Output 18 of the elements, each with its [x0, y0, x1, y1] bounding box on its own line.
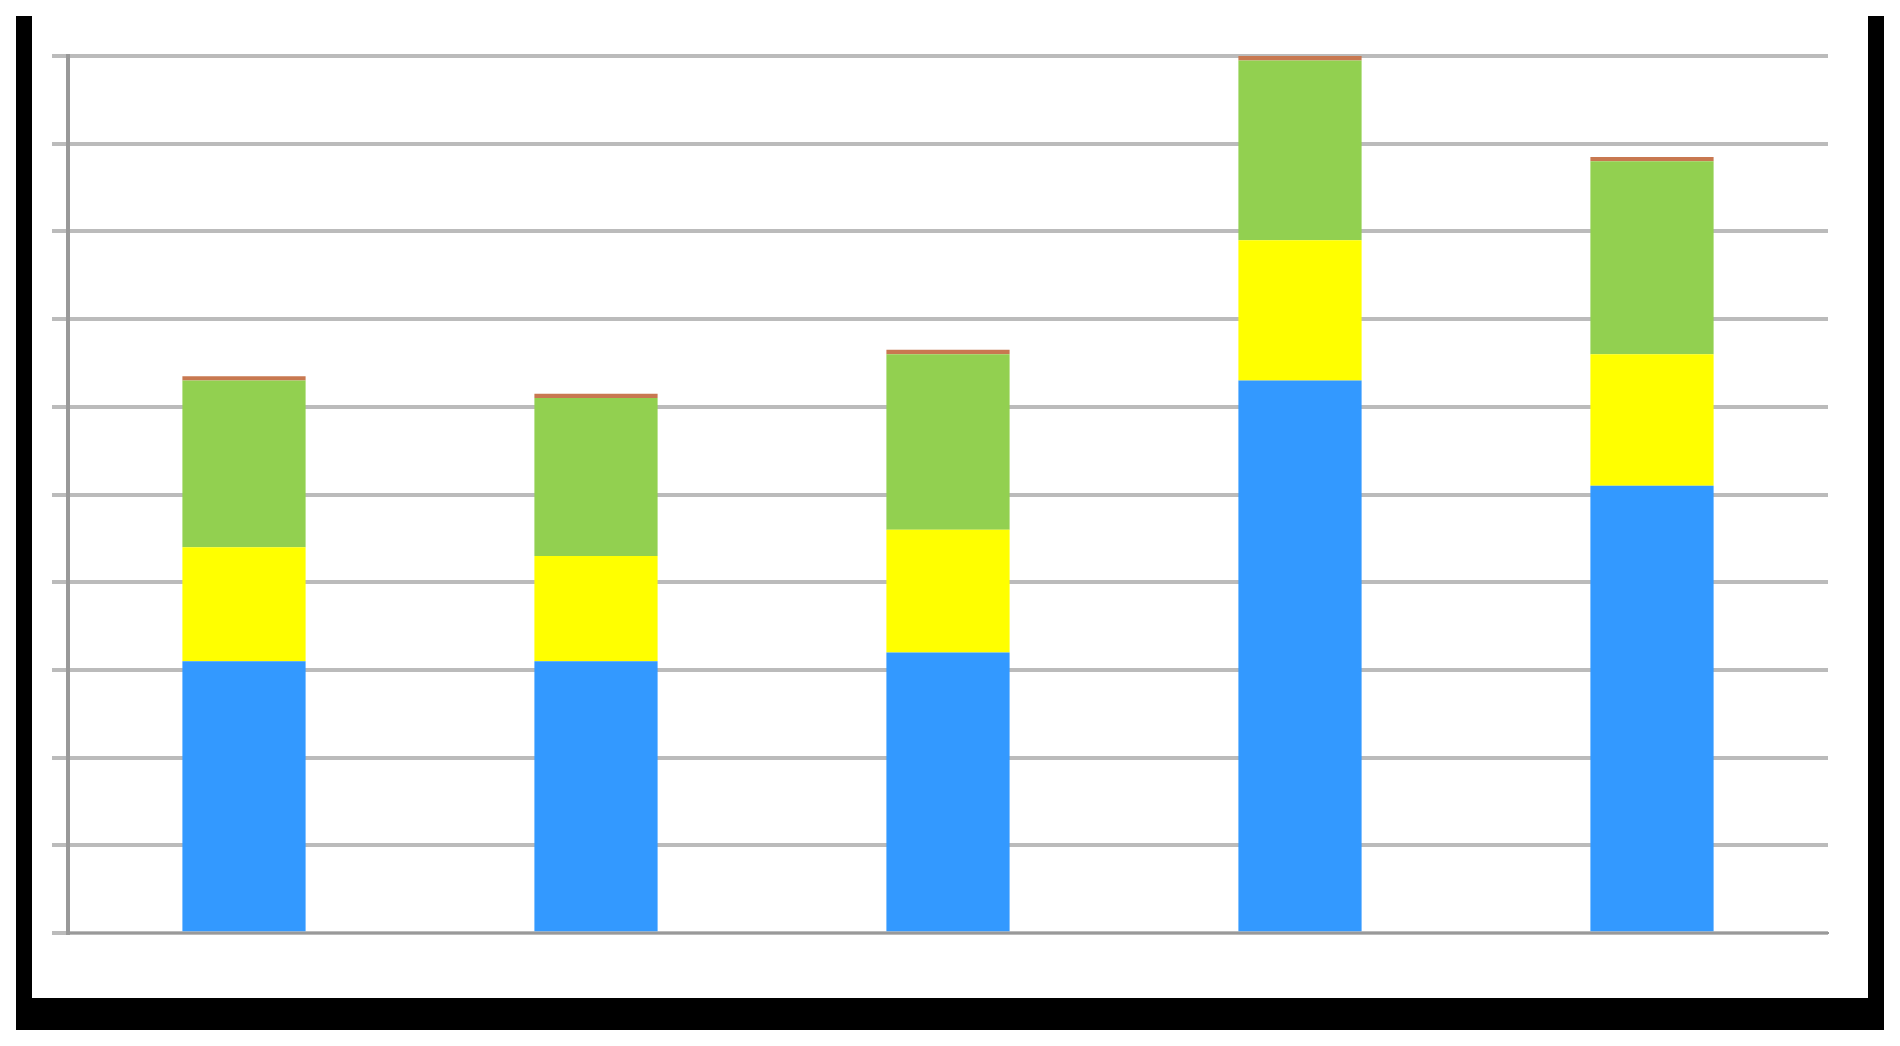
bar — [1590, 161, 1714, 355]
bar — [1590, 156, 1714, 162]
bar — [1238, 60, 1362, 241]
bar — [886, 652, 1010, 932]
bar — [534, 398, 658, 556]
bar — [1590, 354, 1714, 486]
bar — [534, 661, 658, 932]
bar — [1238, 240, 1362, 381]
bar — [182, 547, 306, 662]
bar — [534, 556, 658, 662]
bar — [182, 380, 306, 548]
bar — [534, 393, 658, 399]
bar — [886, 529, 1010, 653]
bar — [1238, 380, 1362, 932]
bar — [886, 349, 1010, 355]
bar — [1590, 485, 1714, 932]
bar — [886, 354, 1010, 530]
bar — [182, 661, 306, 932]
